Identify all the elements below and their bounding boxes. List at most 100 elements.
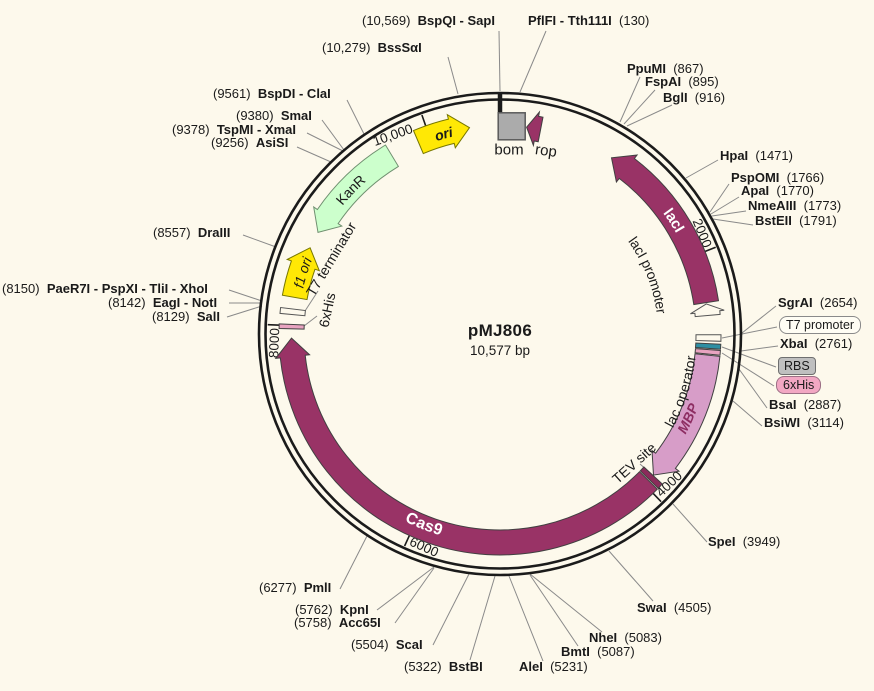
site-position: (5087) bbox=[589, 644, 635, 659]
site-label-asisi: (9256) AsiSI bbox=[211, 136, 288, 150]
feature-RBS bbox=[694, 342, 722, 350]
site-position: (895) bbox=[681, 74, 719, 89]
site-position: (1791) bbox=[791, 213, 837, 228]
site-enzyme-name: EagI - NotI bbox=[152, 295, 218, 310]
feature-TEV-site bbox=[639, 466, 664, 490]
site-enzyme-name: ScaI bbox=[395, 637, 423, 652]
feature-bom bbox=[497, 112, 526, 141]
leader-line bbox=[709, 183, 730, 213]
site-enzyme-name: Acc65I bbox=[338, 615, 381, 630]
site-position: (10,569) bbox=[362, 13, 418, 28]
site-enzyme-name: NheI bbox=[589, 630, 618, 645]
site-enzyme-name: BsaI bbox=[769, 397, 797, 412]
site-enzyme-name: TspMI - XmaI bbox=[216, 122, 297, 137]
site-enzyme-name: SgrAI bbox=[778, 295, 813, 310]
site-enzyme-name: SmaI bbox=[280, 108, 312, 123]
leader-line bbox=[339, 535, 368, 590]
site-position: (8557) bbox=[153, 225, 198, 240]
site-enzyme-name: AsiSI bbox=[255, 135, 289, 150]
site-enzyme-name: PspOMI bbox=[731, 170, 780, 185]
leader-line bbox=[228, 289, 263, 302]
leader-lines bbox=[226, 30, 779, 662]
site-position: (130) bbox=[611, 13, 650, 28]
site-label-bsss-i: (10,279) BssSαI bbox=[322, 41, 422, 55]
feature-lacI-promoter-icon bbox=[690, 303, 725, 318]
site-label-bspqi-sapi: (10,569) BspQI - SapI bbox=[362, 14, 495, 28]
site-label-apai: ApaI (1770) bbox=[741, 184, 814, 198]
site-label-bsai: BsaI (2887) bbox=[769, 398, 841, 412]
leader-line bbox=[508, 575, 544, 662]
leader-line bbox=[226, 305, 263, 318]
leader-line bbox=[304, 290, 319, 312]
site-enzyme-name: BspDI - ClaI bbox=[257, 86, 331, 101]
site-enzyme-name: BsiWI bbox=[764, 415, 801, 430]
site-position: (5762) bbox=[295, 602, 340, 617]
site-position: (5083) bbox=[617, 630, 662, 645]
site-position: (2761) bbox=[807, 336, 853, 351]
feature-ori bbox=[412, 113, 471, 155]
site-enzyme-name: SalI bbox=[196, 309, 220, 324]
tick-10000 bbox=[421, 114, 427, 128]
plasmid-size: 10,577 bp bbox=[469, 343, 531, 358]
site-label-nmeaiii: NmeAIII (1773) bbox=[748, 199, 841, 213]
site-label-smai: (9380) SmaI bbox=[236, 109, 312, 123]
site-position: (8150) bbox=[2, 281, 47, 296]
feature-6xHis-n bbox=[694, 348, 721, 356]
site-position: (5504) bbox=[351, 637, 396, 652]
leader-line bbox=[732, 400, 763, 427]
site-position: (916) bbox=[687, 90, 726, 105]
tick-8000 bbox=[267, 323, 281, 326]
site-position: (8142) bbox=[108, 295, 153, 310]
feature-rop bbox=[526, 110, 544, 148]
leader-line bbox=[712, 218, 754, 226]
site-position: (4505) bbox=[666, 600, 712, 615]
site-label-hpai: HpaI (1471) bbox=[720, 149, 793, 163]
site-enzyme-name: BmtI bbox=[561, 644, 590, 659]
leader-line bbox=[740, 345, 779, 352]
site-enzyme-name: PpuMI bbox=[627, 61, 666, 76]
leader-line bbox=[346, 99, 365, 135]
leader-line bbox=[738, 368, 768, 409]
site-enzyme-name: BspQI - SapI bbox=[417, 13, 495, 28]
site-enzyme-name: SpeI bbox=[708, 534, 736, 549]
leader-line bbox=[303, 315, 318, 327]
feature-f1-ori bbox=[281, 247, 321, 301]
site-position: (3949) bbox=[735, 534, 781, 549]
site-enzyme-name: ApaI bbox=[741, 183, 770, 198]
site-label-scai: (5504) ScaI bbox=[351, 638, 423, 652]
tick-2000 bbox=[703, 246, 716, 253]
site-label-paer7i-pspxi-tlii-xhoi: (8150) PaeR7I - PspXI - TliI - XhoI bbox=[2, 282, 208, 296]
leader-line bbox=[432, 573, 470, 646]
feature-label-ori: ori bbox=[433, 123, 456, 144]
leader-line bbox=[623, 89, 656, 125]
site-position: (1773) bbox=[796, 198, 842, 213]
site-label-sali: (8129) SalI bbox=[152, 310, 220, 324]
leader-line bbox=[321, 119, 345, 151]
site-position: (9256) bbox=[211, 135, 256, 150]
site-label-pmli: (6277) PmlI bbox=[259, 581, 331, 595]
site-enzyme-name: BstEII bbox=[755, 213, 792, 228]
rotated-label-bom: bom bbox=[494, 142, 523, 159]
site-label-acc65i: (5758) Acc65I bbox=[294, 616, 381, 630]
leader-line bbox=[306, 132, 344, 152]
curved-label-lacI-promoter: lacI promoter bbox=[625, 234, 669, 315]
leader-line bbox=[672, 503, 708, 543]
site-enzyme-name: AleI bbox=[519, 659, 543, 674]
site-position: (10,279) bbox=[322, 40, 378, 55]
site-position: (9378) bbox=[172, 122, 217, 137]
site-label-pspomi: PspOMI (1766) bbox=[731, 171, 824, 185]
plasmid-title: pMJ806 10,577 bp bbox=[400, 321, 600, 358]
leader-line bbox=[519, 30, 547, 93]
site-label-draiii: (8557) DraIII bbox=[153, 226, 230, 240]
site-label-bgli: BglI (916) bbox=[663, 91, 725, 105]
leader-line bbox=[447, 56, 459, 95]
feature-lacI bbox=[610, 154, 720, 306]
t7-promoter-tag-label: T7 promoter bbox=[779, 316, 862, 334]
site-position: (5758) bbox=[294, 615, 339, 630]
site-label-nhei: NheI (5083) bbox=[589, 631, 662, 645]
site-position: (867) bbox=[666, 61, 704, 76]
tick-4000 bbox=[651, 491, 662, 503]
tick-6000 bbox=[403, 533, 411, 547]
